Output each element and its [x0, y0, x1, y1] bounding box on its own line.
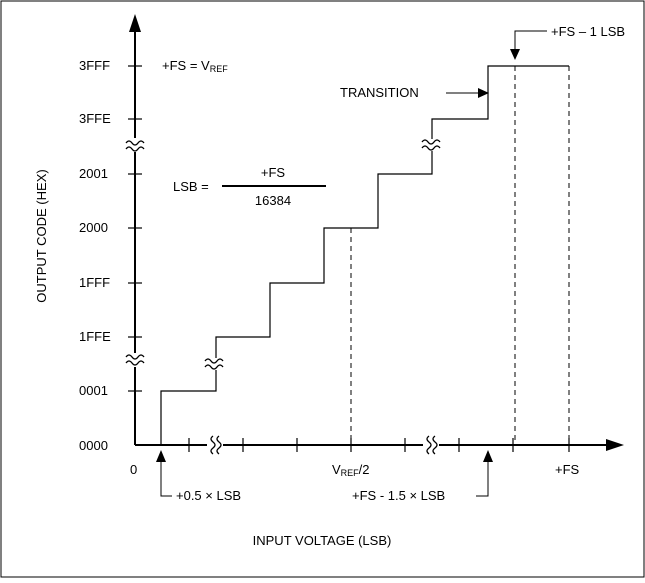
x-vref-half-label: VREF/2 — [332, 462, 370, 478]
half-lsb-label: +0.5 × LSB — [176, 488, 241, 503]
y-axis-arrow-icon — [129, 14, 141, 32]
x-axis-title: INPUT VOLTAGE (LSB) — [253, 533, 392, 548]
lsb-formula-lhs: LSB = — [173, 179, 209, 194]
x-axis-arrow-icon — [606, 439, 624, 451]
fs-minus-1lsb-arrow-icon — [510, 49, 520, 60]
fs-minus-1p5lsb-label: +FS - 1.5 × LSB — [352, 488, 445, 503]
fs-definition: +FS = VREF — [162, 58, 228, 74]
y-axis-title: OUTPUT CODE (HEX) — [34, 169, 49, 302]
x-axis-break-left-icon — [207, 435, 223, 455]
transition-label: TRANSITION — [340, 85, 419, 100]
fs-minus-1p5lsb-leader — [476, 462, 489, 497]
y-tick-0001: 0001 — [79, 383, 108, 398]
fs-minus-1p5lsb-arrow-icon — [483, 450, 493, 462]
half-lsb-arrow-icon — [156, 450, 166, 462]
transition-arrow-icon — [478, 88, 489, 98]
y-axis-break-upper-icon — [124, 138, 146, 152]
x-origin-label: 0 — [130, 462, 137, 477]
y-tick-3fff: 3FFF — [79, 58, 110, 73]
y-tick-1fff: 1FFF — [79, 275, 110, 290]
fs-minus-1lsb-label: +FS – 1 LSB — [551, 24, 625, 39]
y-tick-2000: 2000 — [79, 220, 108, 235]
y-tick-3ffe: 3FFE — [79, 111, 111, 126]
x-axis-break-right-icon — [423, 435, 439, 455]
y-tick-2001: 2001 — [79, 166, 108, 181]
staircase-break-upper-icon — [421, 139, 443, 151]
y-tick-1ffe: 1FFE — [79, 329, 111, 344]
lsb-formula-denominator: 16384 — [255, 193, 291, 208]
x-fs-label: +FS — [555, 462, 580, 477]
staircase-break-lower-icon — [204, 358, 226, 370]
half-lsb-leader — [160, 462, 172, 497]
y-axis-ticks — [128, 65, 142, 392]
transfer-staircase — [160, 65, 569, 445]
y-tick-0000: 0000 — [79, 438, 108, 453]
y-axis-break-lower-icon — [124, 353, 146, 367]
fs-minus-1lsb-leader — [514, 30, 547, 52]
lsb-formula-numerator: +FS — [261, 165, 286, 180]
